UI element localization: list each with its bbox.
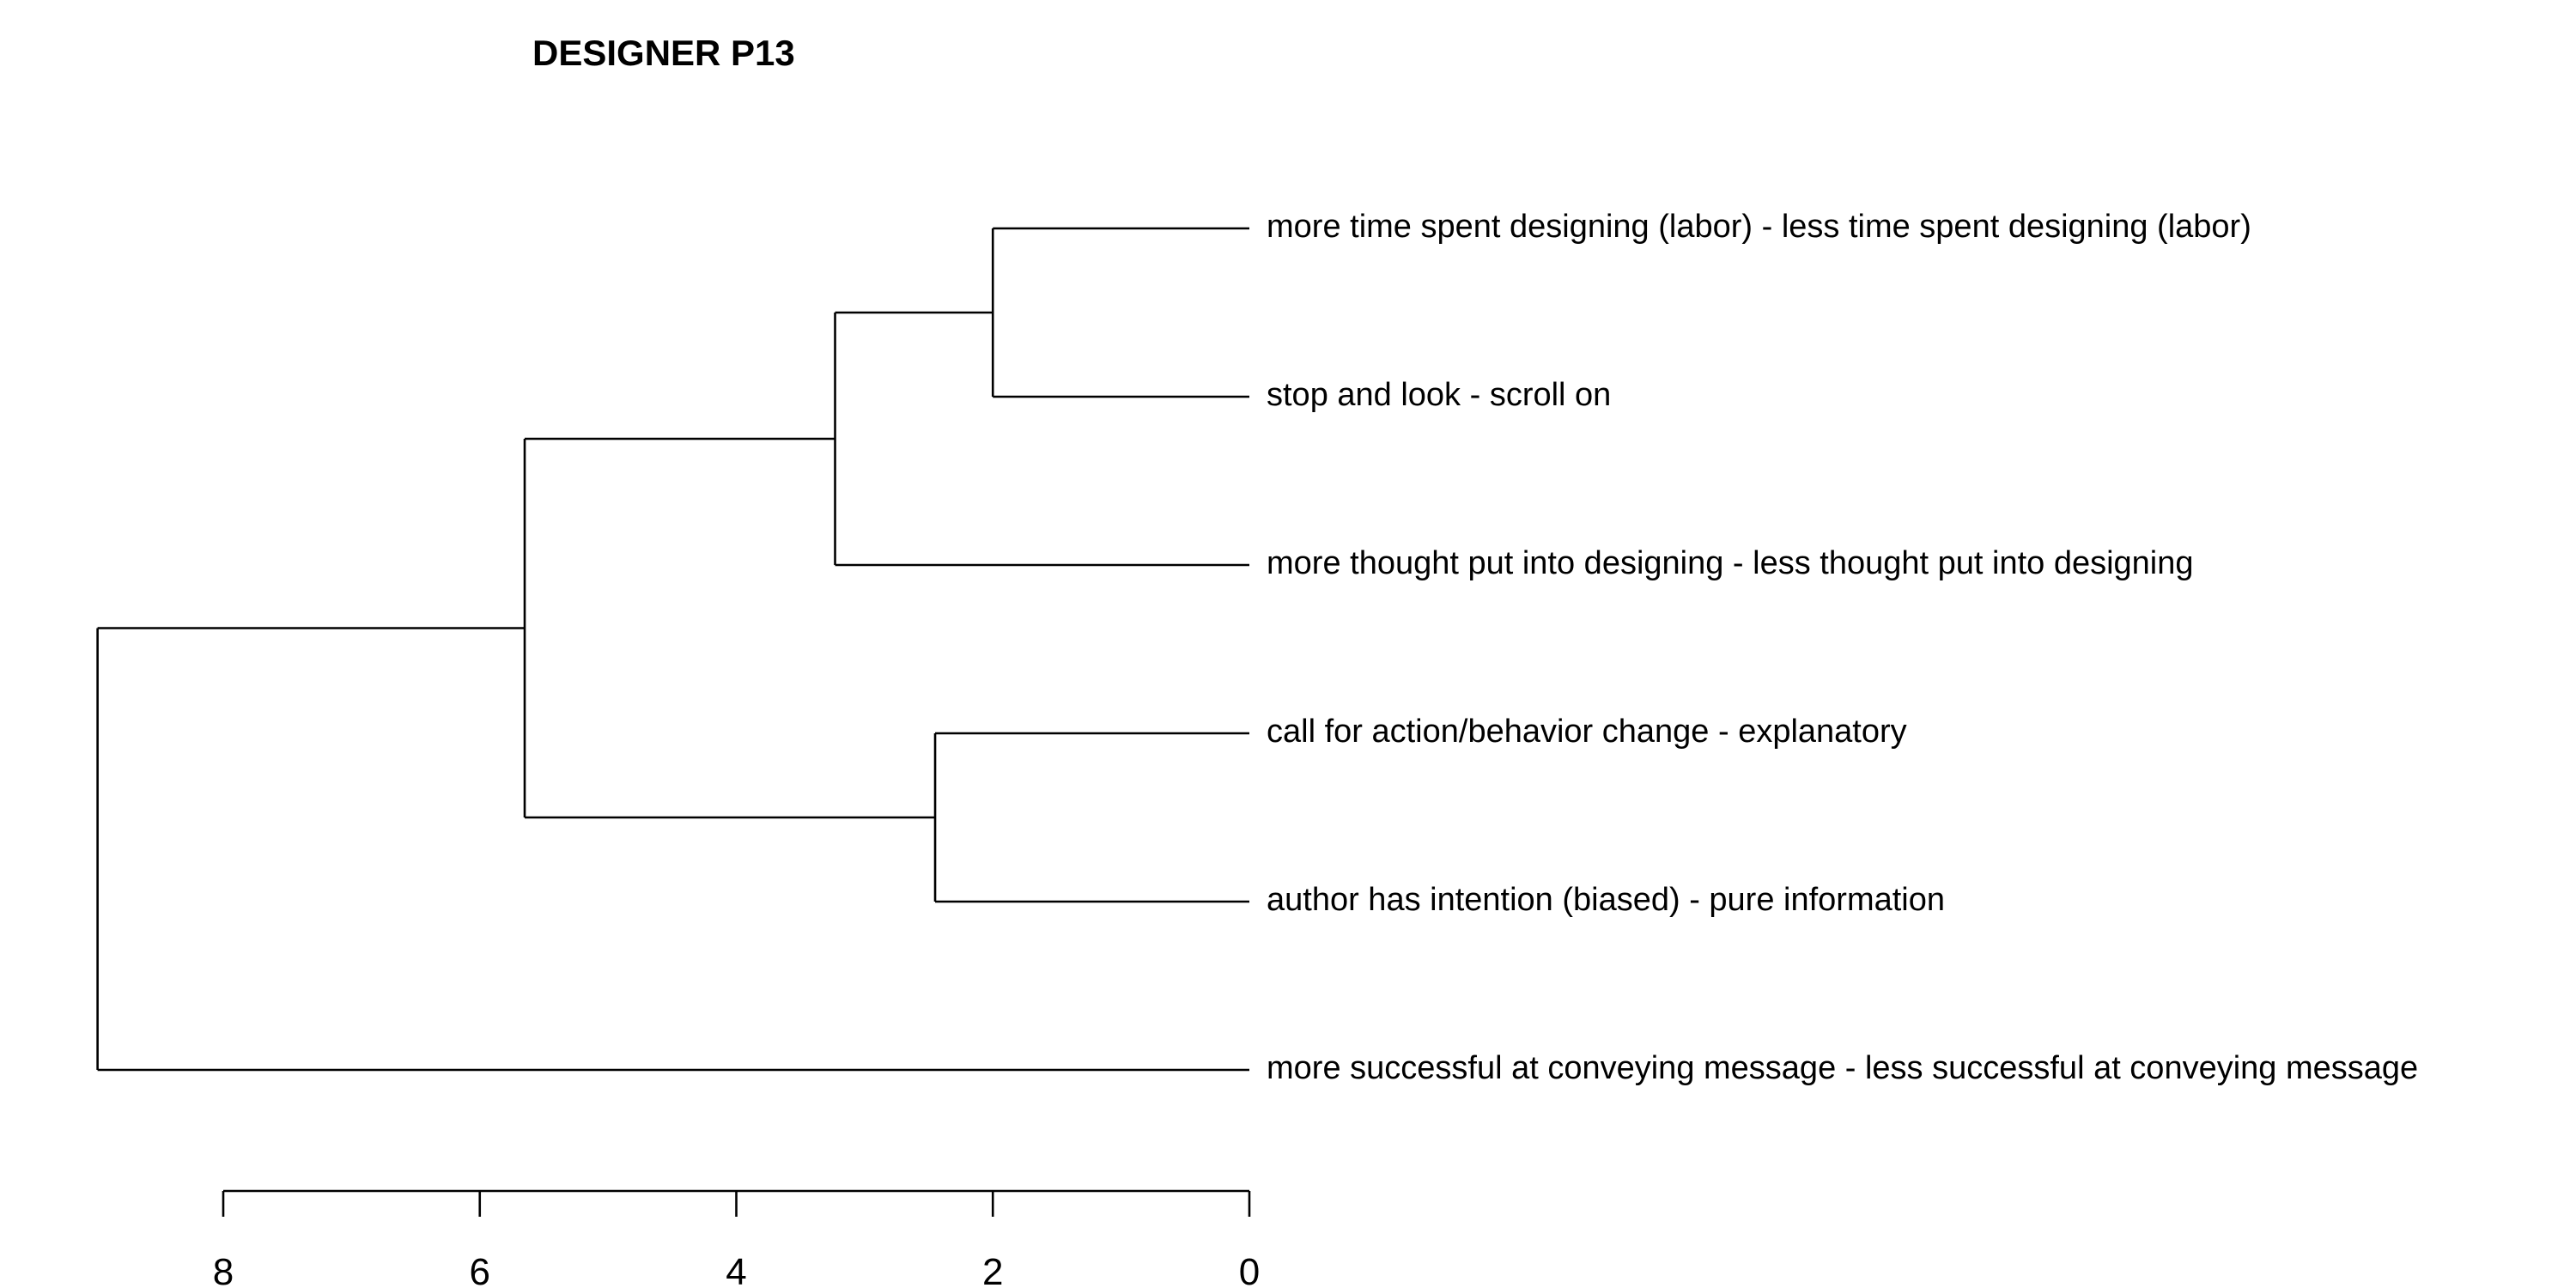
leaf-labels: more time spent designing (labor) - less…	[1267, 209, 2418, 1086]
x-tick-label: 0	[1239, 1251, 1260, 1288]
x-tick-label: 6	[470, 1251, 490, 1288]
leaf-label: more time spent designing (labor) - less…	[1267, 209, 2251, 245]
leaf-label: author has intention (biased) - pure inf…	[1267, 882, 1945, 918]
x-axis: 8 6 4 2 0	[213, 1189, 1260, 1288]
x-tick-label: 4	[726, 1251, 746, 1288]
leaf-label: stop and look - scroll on	[1267, 377, 1611, 413]
leaf-label: call for action/behavior change - explan…	[1267, 714, 1907, 750]
leaf-label: more thought put into designing - less t…	[1267, 545, 2194, 581]
x-tick-label: 2	[982, 1251, 1003, 1288]
dendrogram-branches	[96, 227, 1249, 1072]
chart-title: DESIGNER P13	[532, 33, 795, 73]
leaf-label: more successful at conveying message - l…	[1267, 1050, 2418, 1086]
x-tick-label: 8	[213, 1251, 234, 1288]
